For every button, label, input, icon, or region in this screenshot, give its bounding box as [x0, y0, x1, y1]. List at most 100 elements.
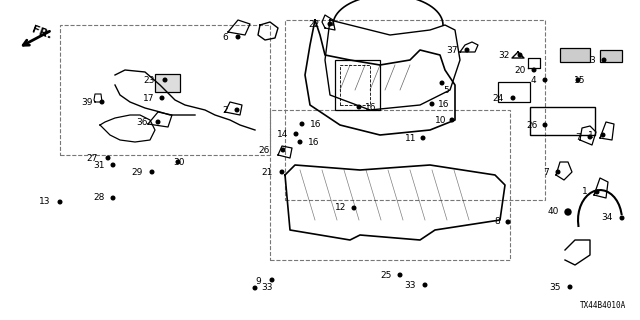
Circle shape	[565, 209, 571, 215]
Text: 29: 29	[132, 167, 143, 177]
Circle shape	[300, 122, 304, 126]
Bar	[270, 110, 510, 260]
Text: 16: 16	[438, 100, 449, 108]
Circle shape	[176, 160, 180, 164]
Text: 1: 1	[588, 131, 594, 140]
Bar	[600, 50, 622, 62]
Circle shape	[352, 206, 356, 210]
Circle shape	[281, 148, 285, 152]
Text: 16: 16	[310, 119, 321, 129]
Circle shape	[156, 120, 160, 124]
Text: 11: 11	[404, 133, 416, 142]
Text: 22: 22	[308, 20, 320, 28]
Text: 8: 8	[494, 218, 500, 227]
Circle shape	[150, 170, 154, 174]
Text: 1: 1	[582, 188, 588, 196]
Bar	[60, 25, 270, 155]
Text: 25: 25	[381, 270, 392, 279]
Text: 26: 26	[527, 121, 538, 130]
Bar	[335, 60, 380, 110]
Text: 14: 14	[276, 130, 288, 139]
Text: 13: 13	[38, 197, 50, 206]
Bar	[285, 20, 545, 200]
Text: 32: 32	[499, 51, 510, 60]
Circle shape	[328, 22, 332, 26]
Text: 24: 24	[493, 93, 504, 102]
Text: 3: 3	[589, 55, 595, 65]
Text: 16: 16	[308, 138, 319, 147]
Circle shape	[236, 108, 239, 112]
Bar	[560, 48, 590, 62]
Text: 9: 9	[255, 277, 261, 286]
Circle shape	[556, 170, 560, 174]
Circle shape	[620, 216, 624, 220]
Text: 34: 34	[602, 213, 613, 222]
Text: 33: 33	[261, 284, 273, 292]
Text: 27: 27	[86, 154, 98, 163]
Text: 17: 17	[143, 93, 154, 102]
Text: 36: 36	[136, 117, 148, 126]
Circle shape	[111, 163, 115, 167]
Circle shape	[595, 190, 599, 194]
Circle shape	[357, 105, 361, 109]
Circle shape	[602, 58, 606, 62]
Circle shape	[430, 102, 434, 106]
Circle shape	[543, 78, 547, 82]
Bar	[155, 74, 180, 92]
Circle shape	[298, 140, 302, 144]
Bar	[498, 82, 530, 102]
Circle shape	[421, 136, 425, 140]
Text: 2: 2	[222, 106, 228, 115]
Circle shape	[532, 68, 536, 72]
Circle shape	[518, 53, 522, 57]
Text: 40: 40	[548, 207, 559, 217]
Text: 7: 7	[543, 167, 549, 177]
Circle shape	[568, 285, 572, 289]
Text: 12: 12	[335, 204, 346, 212]
Circle shape	[601, 133, 605, 137]
Circle shape	[294, 132, 298, 136]
Circle shape	[111, 196, 115, 200]
Circle shape	[576, 78, 580, 82]
Text: 39: 39	[81, 98, 93, 107]
Text: 35: 35	[550, 283, 561, 292]
Circle shape	[423, 283, 427, 287]
Circle shape	[280, 170, 284, 174]
Circle shape	[440, 81, 444, 85]
Text: FR.: FR.	[30, 25, 52, 41]
Circle shape	[543, 123, 547, 127]
Circle shape	[566, 210, 570, 214]
Text: 5: 5	[443, 85, 449, 94]
Circle shape	[465, 48, 469, 52]
Circle shape	[450, 118, 454, 122]
Circle shape	[100, 100, 104, 104]
Text: 31: 31	[93, 161, 105, 170]
Text: TX44B4010A: TX44B4010A	[580, 300, 627, 309]
Text: 28: 28	[93, 194, 105, 203]
Text: 37: 37	[447, 45, 458, 54]
Text: 4: 4	[531, 76, 536, 84]
Circle shape	[270, 278, 274, 282]
Circle shape	[511, 96, 515, 100]
Bar	[530, 107, 595, 135]
Text: 10: 10	[435, 116, 446, 124]
Circle shape	[106, 156, 110, 160]
Text: 26: 26	[259, 146, 270, 155]
Circle shape	[253, 286, 257, 290]
Text: 7: 7	[575, 132, 581, 141]
Circle shape	[506, 220, 510, 224]
Text: 23: 23	[143, 76, 155, 84]
Circle shape	[160, 96, 164, 100]
Text: 6: 6	[222, 33, 228, 42]
Circle shape	[58, 200, 62, 204]
Text: 21: 21	[262, 167, 273, 177]
Text: 33: 33	[404, 281, 416, 290]
Text: 15: 15	[574, 76, 586, 84]
Text: 16: 16	[365, 102, 376, 111]
Circle shape	[588, 135, 592, 139]
Text: 20: 20	[515, 66, 526, 75]
Circle shape	[236, 35, 240, 39]
Text: 30: 30	[173, 157, 184, 166]
Circle shape	[163, 78, 167, 82]
Circle shape	[398, 273, 402, 277]
